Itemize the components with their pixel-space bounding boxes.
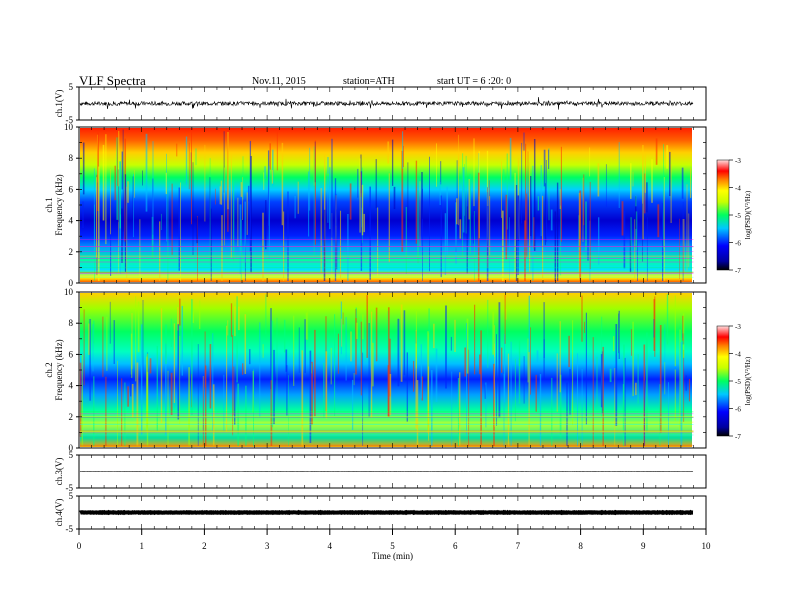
y-tick-label: 10	[64, 287, 74, 297]
y-tick-label: 5	[69, 82, 74, 92]
y-tick-label: 4	[69, 381, 74, 391]
waveform-trace	[79, 96, 694, 110]
colorbar-tick-label: -3	[735, 323, 741, 331]
y-axis-label-channel: ch.1	[44, 197, 54, 212]
y-axis-label-frequency: Frequency (kHz)	[54, 339, 64, 400]
figure-title: VLF Spectra	[79, 73, 146, 88]
colorbar-labels: -3 -4 -5 -6 -7 log(PSD)(V²/Hz) -3 -4 -5 -6 -7 log(P…	[729, 157, 752, 441]
colorbar-tick-label: -6	[735, 406, 741, 414]
y-tick-label: 2	[69, 412, 74, 422]
ch1-spectrogram-streaks	[80, 129, 694, 281]
x-tick-label: 1	[139, 541, 144, 551]
x-tick-label: 8	[578, 541, 583, 551]
colorbar-tick-label: -6	[735, 240, 741, 248]
y-tick-label: 5	[69, 491, 74, 501]
colorbar-tick-label: -7	[735, 433, 741, 441]
y-axis-label: ch.4(V)	[54, 499, 64, 527]
y-axis-label-frequency: Frequency (kHz)	[54, 174, 64, 235]
y-tick-label: 0	[69, 278, 74, 288]
colorbar-label: log(PSD)(V²/Hz)	[744, 190, 752, 239]
start-time-label: start UT = 6 :20: 0	[437, 76, 512, 87]
x-axis-label: Time (min)	[372, 551, 413, 561]
date-label: Nov.11, 2015	[252, 76, 306, 87]
colorbar-tick-label: -3	[735, 157, 741, 165]
x-tick-label: 3	[265, 541, 270, 551]
station-label: station=ATH	[343, 76, 395, 87]
colorbar-tick-label: -7	[735, 267, 741, 275]
x-tick-label: 0	[77, 541, 82, 551]
x-tick-label: 7	[516, 541, 521, 551]
waveforms	[79, 96, 694, 516]
x-tick-label: 9	[641, 541, 646, 551]
y-axis-label: ch.3(V)	[54, 458, 64, 486]
ch2-spectrogram-streaks	[79, 294, 694, 446]
x-tick-label: 5	[390, 541, 395, 551]
colorbar-label: log(PSD)(V²/Hz)	[744, 356, 752, 405]
y-axis-label-channel: ch.2	[44, 362, 54, 377]
y-tick-label: 8	[69, 318, 74, 328]
y-tick-label: 6	[69, 184, 74, 194]
y-tick-label: -5	[66, 115, 74, 125]
y-tick-label: 2	[69, 247, 74, 257]
x-axis: 0 1 2 3 4 5 6 7 8 9 10 Time (min)	[77, 529, 711, 561]
y-tick-label: 6	[69, 349, 74, 359]
x-tick-label: 4	[328, 541, 333, 551]
x-tick-label: 2	[202, 541, 207, 551]
ch2-spectrogram-image	[80, 293, 692, 447]
y-tick-label: 0	[69, 443, 74, 453]
y-tick-label: 5	[69, 450, 74, 460]
y-tick-label: 10	[64, 122, 74, 132]
ch2-colorbar	[716, 325, 730, 437]
y-axis-label: ch.1(V)	[54, 90, 64, 118]
colorbar-tick-label: -5	[735, 212, 741, 220]
colorbar-tick-label: -4	[735, 351, 741, 359]
colorbar-tick-label: -4	[735, 185, 741, 193]
y-tick-label: -5	[66, 483, 74, 493]
y-tick-label: 4	[69, 216, 74, 226]
ch1-colorbar	[716, 159, 730, 271]
y-tick-label: -5	[66, 524, 74, 534]
x-tick-label: 10	[702, 541, 712, 551]
x-tick-label: 6	[453, 541, 458, 551]
colorbar-tick-label: -5	[735, 378, 741, 386]
y-tick-label: 8	[69, 153, 74, 163]
